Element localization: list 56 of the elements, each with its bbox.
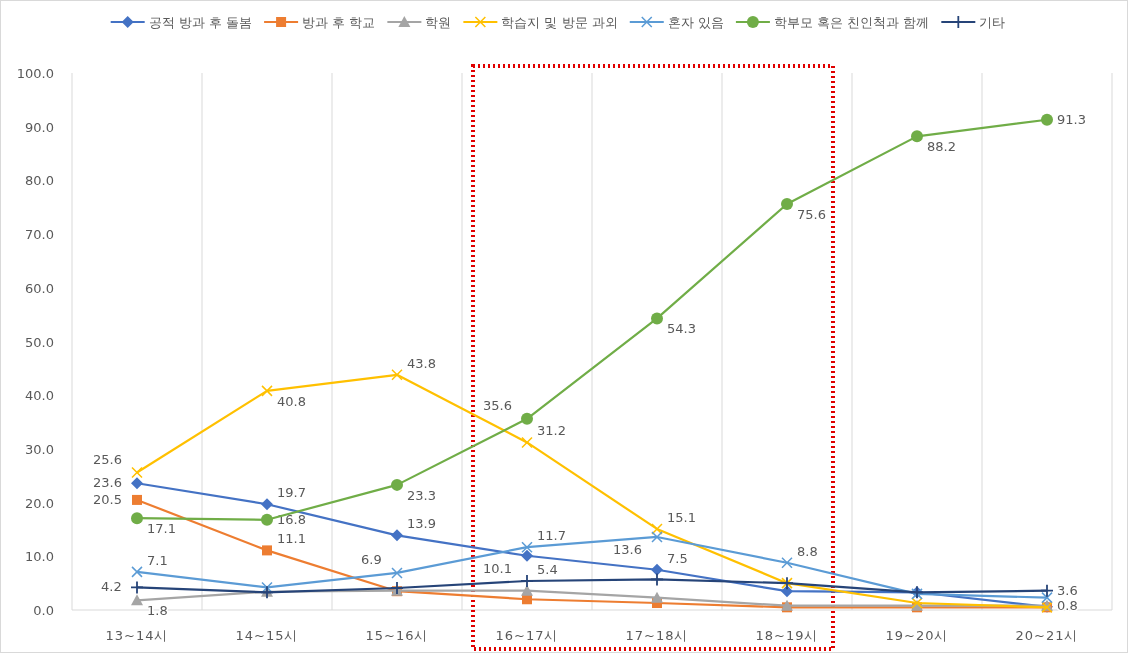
legend-label: 혼자 있음 [667, 15, 724, 30]
y-tick-label: 100.0 [16, 66, 54, 81]
data-label: 23.3 [407, 487, 436, 503]
data-label: 11.1 [277, 531, 306, 547]
data-label: 15.1 [667, 509, 696, 525]
data-label: 13.9 [407, 516, 436, 532]
data-label: 4.2 [101, 579, 122, 595]
y-tick-label: 90.0 [25, 119, 54, 135]
data-label: 3.6 [1057, 582, 1078, 598]
data-label: 75.6 [797, 207, 826, 223]
data-label: 7.1 [147, 552, 168, 568]
legend-label: 공적 방과 후 돌봄 [148, 15, 253, 30]
data-label: 10.1 [483, 560, 512, 576]
data-label: 1.8 [147, 603, 168, 619]
y-tick-label: 80.0 [25, 173, 54, 189]
legend-label: 방과 후 학교 [302, 15, 376, 30]
data-label: 7.5 [667, 550, 688, 566]
data-label: 6.9 [361, 551, 382, 567]
y-tick-label: 20.0 [25, 495, 54, 511]
data-label: 35.6 [483, 397, 512, 413]
legend-label: 학부모 혹은 친인척과 함께 [773, 15, 930, 30]
data-label: 20.5 [93, 491, 122, 507]
y-tick-label: 60.0 [25, 280, 54, 296]
data-label: 25.6 [93, 451, 122, 467]
data-label: 16.8 [277, 511, 306, 527]
y-tick-label: 50.0 [25, 334, 54, 350]
data-label: 88.2 [927, 139, 956, 155]
data-label: 43.8 [407, 355, 436, 371]
y-tick-label: 10.0 [25, 549, 54, 565]
y-tick-label: 0.0 [33, 603, 54, 618]
x-tick-label: 15~16시 [365, 628, 429, 643]
data-label: 11.7 [537, 528, 566, 544]
data-label: 8.8 [797, 543, 818, 559]
data-label: 13.6 [613, 541, 642, 557]
y-tick-label: 40.0 [25, 388, 54, 404]
y-tick-label: 70.0 [25, 227, 54, 243]
legend-label: 학원 [425, 15, 452, 30]
x-tick-label: 18~19시 [755, 628, 819, 643]
data-label: 40.8 [277, 393, 306, 409]
data-label: 23.6 [93, 475, 122, 491]
x-tick-label: 14~15시 [235, 628, 299, 643]
data-label: 17.1 [147, 521, 176, 537]
data-label: 5.4 [537, 562, 558, 577]
x-tick-label: 13~14시 [105, 628, 169, 643]
y-tick-label: 30.0 [25, 441, 54, 457]
data-label: 91.3 [1057, 111, 1086, 127]
x-tick-label: 16~17시 [495, 628, 559, 643]
x-tick-label: 19~20시 [885, 628, 949, 643]
data-label: 54.3 [667, 321, 696, 337]
x-tick-label: 17~18시 [625, 628, 689, 643]
data-label: 0.8 [1057, 597, 1078, 613]
data-label: 19.7 [277, 485, 306, 501]
x-tick-label: 20~21시 [1015, 628, 1079, 643]
data-label: 31.2 [537, 423, 566, 439]
legend-label: 기타 [979, 15, 1006, 30]
legend-label: 학습지 및 방문 과외 [501, 15, 618, 30]
